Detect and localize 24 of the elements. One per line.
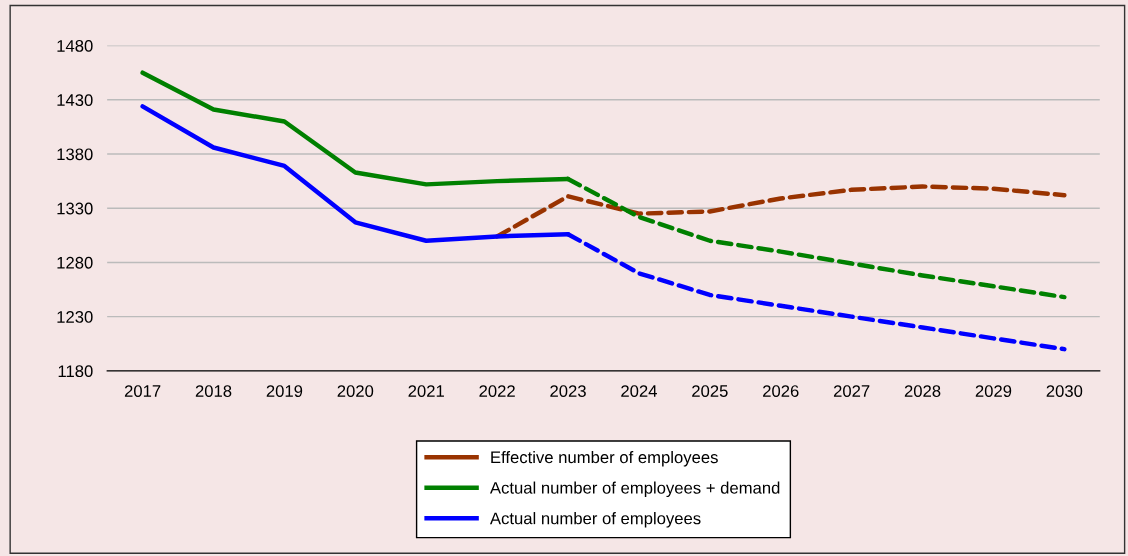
x-tick-label: 2019 bbox=[266, 385, 303, 397]
y-tick-label: 1280 bbox=[57, 256, 93, 269]
y-tick-label: 1480 bbox=[57, 39, 93, 52]
x-tick-label: 2027 bbox=[833, 385, 870, 397]
x-tick-label: 2020 bbox=[337, 385, 374, 397]
x-tick-label: 2021 bbox=[408, 385, 444, 397]
x-tick-label: 2028 bbox=[904, 385, 941, 397]
x-tick-label: 2026 bbox=[763, 385, 799, 397]
x-tick-label: 2030 bbox=[1046, 385, 1083, 397]
x-tick-label: 2025 bbox=[692, 385, 728, 397]
y-tick-label: 1330 bbox=[57, 202, 93, 215]
x-tick-label: 2018 bbox=[195, 385, 232, 397]
y-tick-label: 1430 bbox=[57, 94, 93, 107]
legend-label: Actual number of employees bbox=[489, 512, 701, 528]
x-tick-label: 2024 bbox=[621, 385, 657, 397]
x-tick-label: 2017 bbox=[124, 385, 161, 397]
legend-label: Actual number of employees + demand bbox=[489, 481, 780, 498]
legend-label: Effective number of employees bbox=[491, 450, 718, 467]
y-tick-label: 1180 bbox=[58, 365, 93, 378]
x-tick-label: 2023 bbox=[550, 385, 586, 397]
x-tick-label: 2029 bbox=[975, 385, 1012, 397]
x-tick-label: 2022 bbox=[479, 385, 515, 397]
y-tick-label: 1380 bbox=[57, 148, 93, 161]
y-tick-label: 1230 bbox=[57, 311, 93, 323]
